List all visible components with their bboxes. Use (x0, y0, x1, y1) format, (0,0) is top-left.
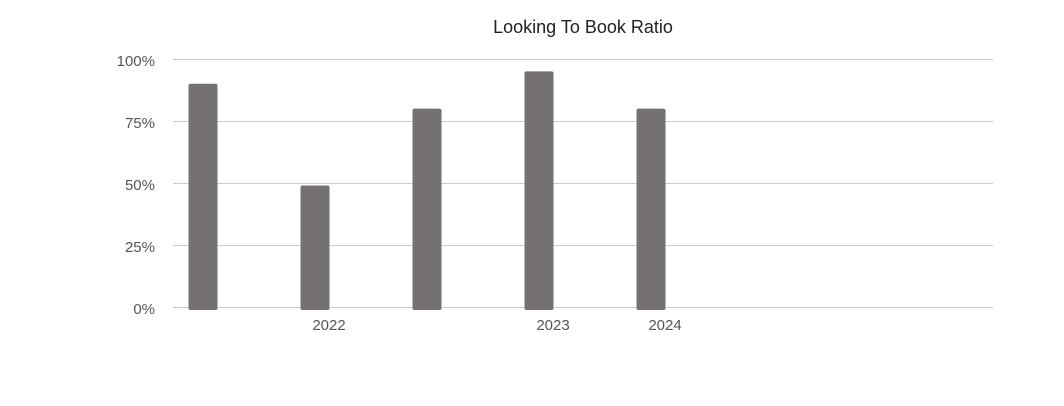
y-tick-label: 75% (125, 115, 155, 132)
bar[interactable] (188, 83, 218, 310)
y-axis-tick-labels: 0% 25% 50% 75% 100% (117, 53, 155, 318)
bar[interactable] (412, 108, 442, 310)
x-tick-label: 2024 (648, 317, 681, 334)
y-tick-label: 50% (125, 177, 155, 194)
bar[interactable] (300, 185, 330, 310)
y-tick-label: 100% (117, 53, 155, 70)
x-axis-tick-labels: 2022 2023 2024 (312, 317, 681, 334)
bar[interactable] (524, 71, 554, 311)
y-tick-label: 25% (125, 239, 155, 256)
x-tick-label: 2022 (312, 317, 345, 334)
bar[interactable] (636, 108, 666, 310)
y-tick-label: 0% (133, 301, 155, 318)
gridlines (173, 59, 993, 308)
chart-title: Looking To Book Ratio (493, 17, 673, 37)
bars (188, 71, 666, 311)
x-tick-label: 2023 (536, 317, 569, 334)
